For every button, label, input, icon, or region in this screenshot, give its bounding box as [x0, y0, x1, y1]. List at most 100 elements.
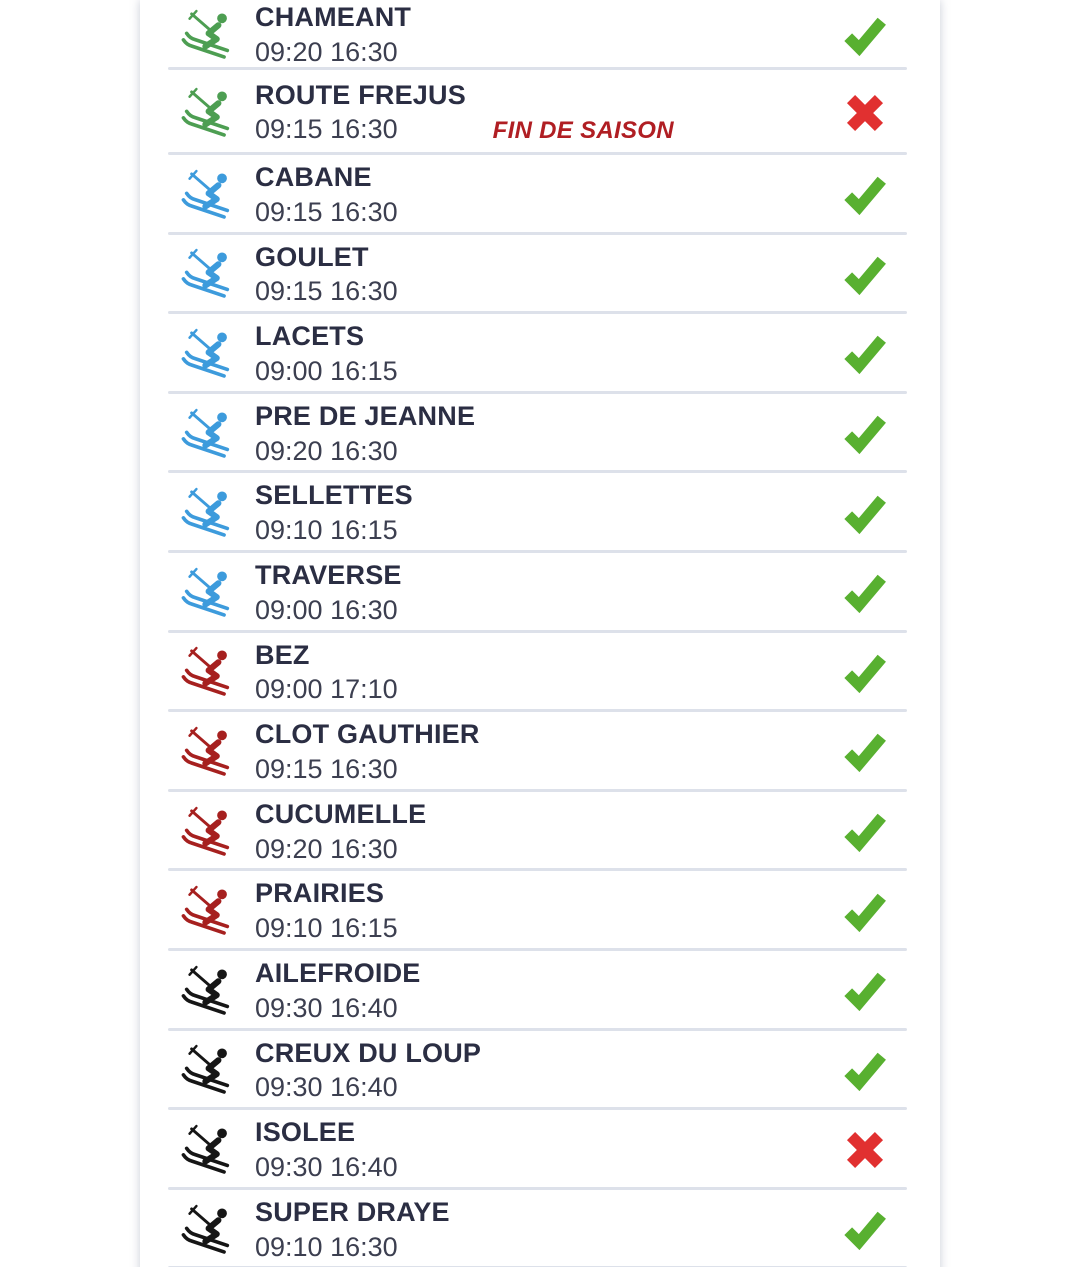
- status-cell: [790, 330, 940, 377]
- piste-name: AILEFROIDE: [255, 958, 421, 989]
- piste-info: CREUX DU LOUP 09:30 16:40: [255, 1038, 790, 1103]
- status-cell: [790, 649, 940, 696]
- piste-hours: 09:20 16:30: [255, 37, 398, 67]
- status-cell: [790, 1206, 940, 1253]
- difficulty-cell: [140, 1203, 255, 1257]
- difficulty-cell: [140, 964, 255, 1018]
- skier-icon: [181, 965, 230, 1015]
- check-icon: [844, 574, 886, 614]
- skier-icon: [181, 567, 230, 617]
- check-icon: [844, 734, 886, 773]
- status-cell: [790, 1047, 940, 1094]
- skier-icon: [181, 408, 230, 458]
- piste-times: 09:10 16:15: [255, 913, 790, 944]
- piste-name: PRAIRIES: [255, 878, 385, 909]
- piste-name: PRE DE JEANNE: [255, 400, 476, 431]
- piste-info: PRAIRIES 09:10 16:15: [255, 878, 790, 943]
- piste-info: ROUTE FREJUS 09:15 16:30 FIN DE SAISON: [255, 80, 790, 146]
- difficulty-cell: [140, 645, 255, 699]
- status-cell: [790, 12, 940, 59]
- piste-row[interactable]: ISOLEE 09:30 16:40: [140, 1110, 940, 1190]
- skier-icon: [181, 328, 230, 378]
- piste-times: 09:30 16:40: [255, 1073, 790, 1103]
- check-icon: [844, 654, 886, 694]
- piste-hours: 09:10 16:15: [255, 515, 398, 546]
- piste-info: GOULET 09:15 16:30: [255, 242, 790, 307]
- difficulty-cell: [140, 1043, 255, 1097]
- piste-row[interactable]: AILEFROIDE 09:30 16:40: [140, 950, 940, 1031]
- piste-info: SELLETTES 09:10 16:15: [255, 480, 790, 545]
- piste-name: CHAMEANT: [255, 2, 412, 33]
- check-icon: [844, 972, 886, 1012]
- piste-info: ISOLEE 09:30 16:40: [255, 1117, 790, 1182]
- piste-name: CREUX DU LOUP: [255, 1037, 482, 1068]
- piste-row[interactable]: LACETS 09:00 16:15: [140, 314, 940, 394]
- piste-hours: 09:00 16:30: [255, 594, 398, 625]
- piste-name: CABANE: [255, 162, 372, 193]
- piste-row[interactable]: SUPER DRAYE 09:10 16:30: [140, 1189, 940, 1267]
- piste-row[interactable]: CUCUMELLE 09:20 16:30: [140, 791, 940, 872]
- piste-list: CHAMEANT 09:20 16:30: [140, 0, 940, 1267]
- piste-times: 09:15 16:30: [255, 197, 790, 228]
- skier-icon: [181, 885, 230, 935]
- piste-row[interactable]: CABANE 09:15 16:30: [140, 155, 940, 235]
- piste-row[interactable]: BEZ 09:00 17:10: [140, 632, 940, 713]
- check-icon: [844, 893, 886, 932]
- status-cell: [790, 1127, 940, 1173]
- piste-name: GOULET: [255, 241, 369, 272]
- difficulty-cell: [140, 884, 255, 938]
- difficulty-cell: [140, 486, 255, 540]
- status-cell: [790, 490, 940, 537]
- check-icon: [844, 336, 886, 375]
- check-icon: [844, 813, 886, 853]
- piste-name: LACETS: [255, 321, 365, 352]
- cross-icon: [846, 94, 884, 131]
- check-icon: [844, 495, 886, 534]
- piste-times: 09:20 16:30: [255, 435, 790, 467]
- piste-name: BEZ: [255, 639, 310, 670]
- piste-name: ROUTE FREJUS: [255, 79, 466, 110]
- status-cell: [790, 967, 940, 1014]
- piste-times: 09:10 16:15: [255, 515, 790, 546]
- piste-row[interactable]: SELLETTES 09:10 16:15: [140, 473, 940, 553]
- piste-row[interactable]: TRAVERSE 09:00 16:30: [140, 552, 940, 633]
- piste-times: 09:20 16:30: [255, 833, 790, 865]
- status-cell: [790, 251, 940, 298]
- piste-times: 09:00 16:30: [255, 594, 790, 626]
- piste-row[interactable]: PRE DE JEANNE 09:20 16:30: [140, 393, 940, 474]
- skier-icon: [181, 9, 230, 59]
- piste-row[interactable]: GOULET 09:15 16:30: [140, 234, 940, 315]
- check-icon: [844, 415, 886, 455]
- piste-hours: 09:00 17:10: [255, 674, 398, 705]
- piste-hours: 09:00 16:15: [255, 355, 398, 386]
- difficulty-cell: [140, 566, 255, 620]
- piste-row[interactable]: ROUTE FREJUS 09:15 16:30 FIN DE SAISON: [140, 70, 940, 155]
- difficulty-cell: [140, 247, 255, 301]
- piste-row[interactable]: CREUX DU LOUP 09:30 16:40: [140, 1030, 940, 1111]
- piste-row[interactable]: PRAIRIES 09:10 16:15: [140, 871, 940, 951]
- skier-icon: [181, 806, 230, 856]
- skier-icon: [181, 249, 230, 299]
- piste-info: SUPER DRAYE 09:10 16:30: [255, 1197, 790, 1262]
- piste-hours: 09:30 16:40: [255, 1072, 398, 1103]
- piste-hours: 09:20 16:30: [255, 833, 398, 864]
- skier-icon: [181, 1045, 230, 1095]
- piste-row[interactable]: CHAMEANT 09:20 16:30: [140, 0, 940, 70]
- piste-row[interactable]: CLOT GAUTHIER 09:15 16:30: [140, 712, 940, 792]
- piste-name: TRAVERSE: [255, 560, 402, 591]
- season-note: FIN DE SAISON: [492, 117, 674, 145]
- status-cell: [790, 888, 940, 935]
- status-cell: [790, 171, 940, 218]
- skier-icon: [181, 1204, 230, 1254]
- piste-times: 09:30 16:40: [255, 1151, 790, 1183]
- piste-hours: 09:20 16:30: [255, 435, 398, 466]
- piste-hours: 09:30 16:40: [255, 1151, 398, 1182]
- piste-info: CHAMEANT 09:20 16:30: [255, 2, 790, 67]
- skier-icon: [181, 726, 230, 776]
- piste-times: 09:00 16:15: [255, 355, 790, 387]
- status-cell: [790, 569, 940, 616]
- piste-hours: 09:15 16:30: [255, 276, 398, 307]
- check-icon: [844, 177, 886, 216]
- difficulty-cell: [140, 327, 255, 381]
